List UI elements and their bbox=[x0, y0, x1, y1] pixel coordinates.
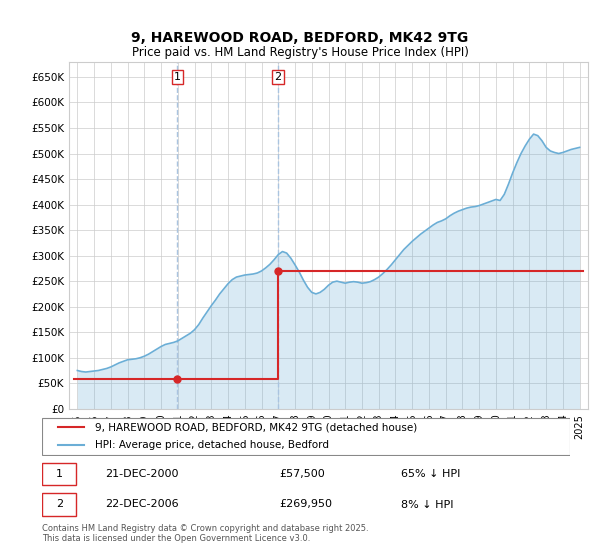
Text: HPI: Average price, detached house, Bedford: HPI: Average price, detached house, Bedf… bbox=[95, 440, 329, 450]
Text: 1: 1 bbox=[56, 469, 63, 479]
Text: 2: 2 bbox=[274, 72, 281, 82]
FancyBboxPatch shape bbox=[42, 493, 76, 516]
FancyBboxPatch shape bbox=[42, 463, 76, 485]
FancyBboxPatch shape bbox=[42, 418, 570, 455]
Text: 9, HAREWOOD ROAD, BEDFORD, MK42 9TG: 9, HAREWOOD ROAD, BEDFORD, MK42 9TG bbox=[131, 31, 469, 45]
Text: 8% ↓ HPI: 8% ↓ HPI bbox=[401, 500, 454, 510]
Text: 2: 2 bbox=[56, 500, 63, 510]
Text: Contains HM Land Registry data © Crown copyright and database right 2025.
This d: Contains HM Land Registry data © Crown c… bbox=[42, 524, 368, 543]
Text: 9, HAREWOOD ROAD, BEDFORD, MK42 9TG (detached house): 9, HAREWOOD ROAD, BEDFORD, MK42 9TG (det… bbox=[95, 422, 417, 432]
Text: 21-DEC-2000: 21-DEC-2000 bbox=[106, 469, 179, 479]
Text: Price paid vs. HM Land Registry's House Price Index (HPI): Price paid vs. HM Land Registry's House … bbox=[131, 46, 469, 59]
Text: 1: 1 bbox=[174, 72, 181, 82]
Text: £57,500: £57,500 bbox=[280, 469, 325, 479]
Text: £269,950: £269,950 bbox=[280, 500, 332, 510]
Text: 65% ↓ HPI: 65% ↓ HPI bbox=[401, 469, 460, 479]
Text: 22-DEC-2006: 22-DEC-2006 bbox=[106, 500, 179, 510]
